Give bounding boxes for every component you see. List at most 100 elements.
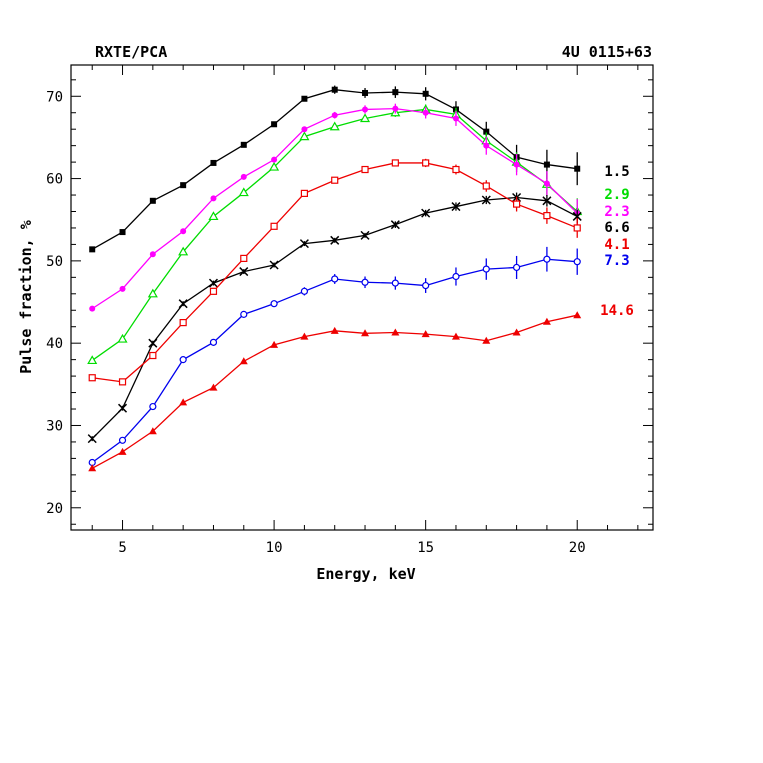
data-point [240,173,247,180]
y-tick-label: 30 [46,418,63,434]
y-tick-label: 40 [46,336,63,352]
series-label-2.9: 2.9 [604,187,629,203]
series-6.6 [87,192,582,444]
series-line [91,258,578,464]
data-point [330,235,340,245]
axes: 5 10 15 20 20 30 40 50 60 70 [46,65,653,556]
data-point [88,464,97,472]
data-point [482,265,490,273]
data-point [329,121,340,131]
data-point [392,105,399,112]
plot-frame [70,64,654,531]
data-point [512,263,521,272]
data-point [391,328,400,336]
data-point [238,187,249,197]
data-point [240,310,248,318]
data-point [572,211,582,221]
data-point [149,402,157,411]
data-point [148,338,158,348]
series-2.9 [87,104,583,365]
data-point [89,246,96,253]
data-point [422,159,430,167]
data-point [209,383,218,391]
data-point [210,195,217,202]
data-point [362,106,369,113]
data-point [573,224,581,232]
x-tick-label: 20 [569,540,586,556]
series-2.3 [89,103,581,312]
data-point [270,300,278,308]
data-point [239,267,249,277]
data-point [271,121,278,128]
data-point [148,427,157,435]
series-label-4.1: 4.1 [604,237,629,253]
data-point [361,165,369,174]
data-point [331,86,338,93]
data-point [482,182,490,190]
y-tick-label: 60 [46,172,63,188]
series-label-14.6: 14.6 [600,303,634,319]
data-point [118,447,127,455]
data-point [361,278,369,286]
data-point [513,161,520,168]
data-point [179,356,187,364]
data-point [573,311,582,319]
data-point [179,398,188,406]
data-point [180,228,187,235]
data-point [391,279,399,287]
data-point [209,338,218,346]
data-point [271,156,278,163]
data-point [330,326,339,334]
y-tick-label: 70 [46,89,63,105]
x-tick-label: 10 [266,540,283,556]
data-point [301,126,308,133]
data-point [542,317,551,325]
data-point [299,239,309,249]
series-4.1 [88,158,581,386]
chart-title-right: 4U 0115+63 [562,43,652,61]
series-group [87,85,583,472]
data-point [209,287,218,295]
data-point [482,336,491,344]
data-point [240,254,248,263]
data-point [483,142,490,149]
data-point [118,378,127,386]
data-point [422,109,429,116]
data-point [299,131,310,141]
series-labels: 1.5 2.92.36.64.17.3 14.6 [600,164,634,319]
data-point [481,195,491,205]
data-point [149,251,156,258]
y-tick-label: 50 [46,254,63,270]
data-point [452,272,460,281]
data-point [542,196,552,206]
data-point [392,89,399,96]
data-point [451,332,460,340]
data-point [239,357,248,365]
series-label-1.5: 1.5 [604,164,629,180]
data-point [179,319,187,327]
data-point [119,285,126,292]
data-point [87,355,98,365]
data-point [512,328,521,336]
data-point [452,165,460,174]
data-point [512,200,521,208]
x-axis-label: Energy, keV [316,565,415,583]
data-point [270,340,279,348]
data-point [118,436,127,444]
x-tick-label: 5 [118,540,126,556]
series-line [92,162,578,383]
data-point [147,288,158,298]
data-point [574,165,581,172]
data-point [149,197,156,204]
series-label-6.6: 6.6 [604,220,629,236]
data-point [178,299,188,309]
data-point [240,141,247,148]
data-point [269,161,280,171]
data-point [543,255,551,263]
data-point [543,161,550,168]
data-point [361,329,370,337]
series-1.5 [89,85,581,253]
series-14.6 [88,311,582,472]
data-point [269,260,279,270]
data-point [331,176,339,184]
